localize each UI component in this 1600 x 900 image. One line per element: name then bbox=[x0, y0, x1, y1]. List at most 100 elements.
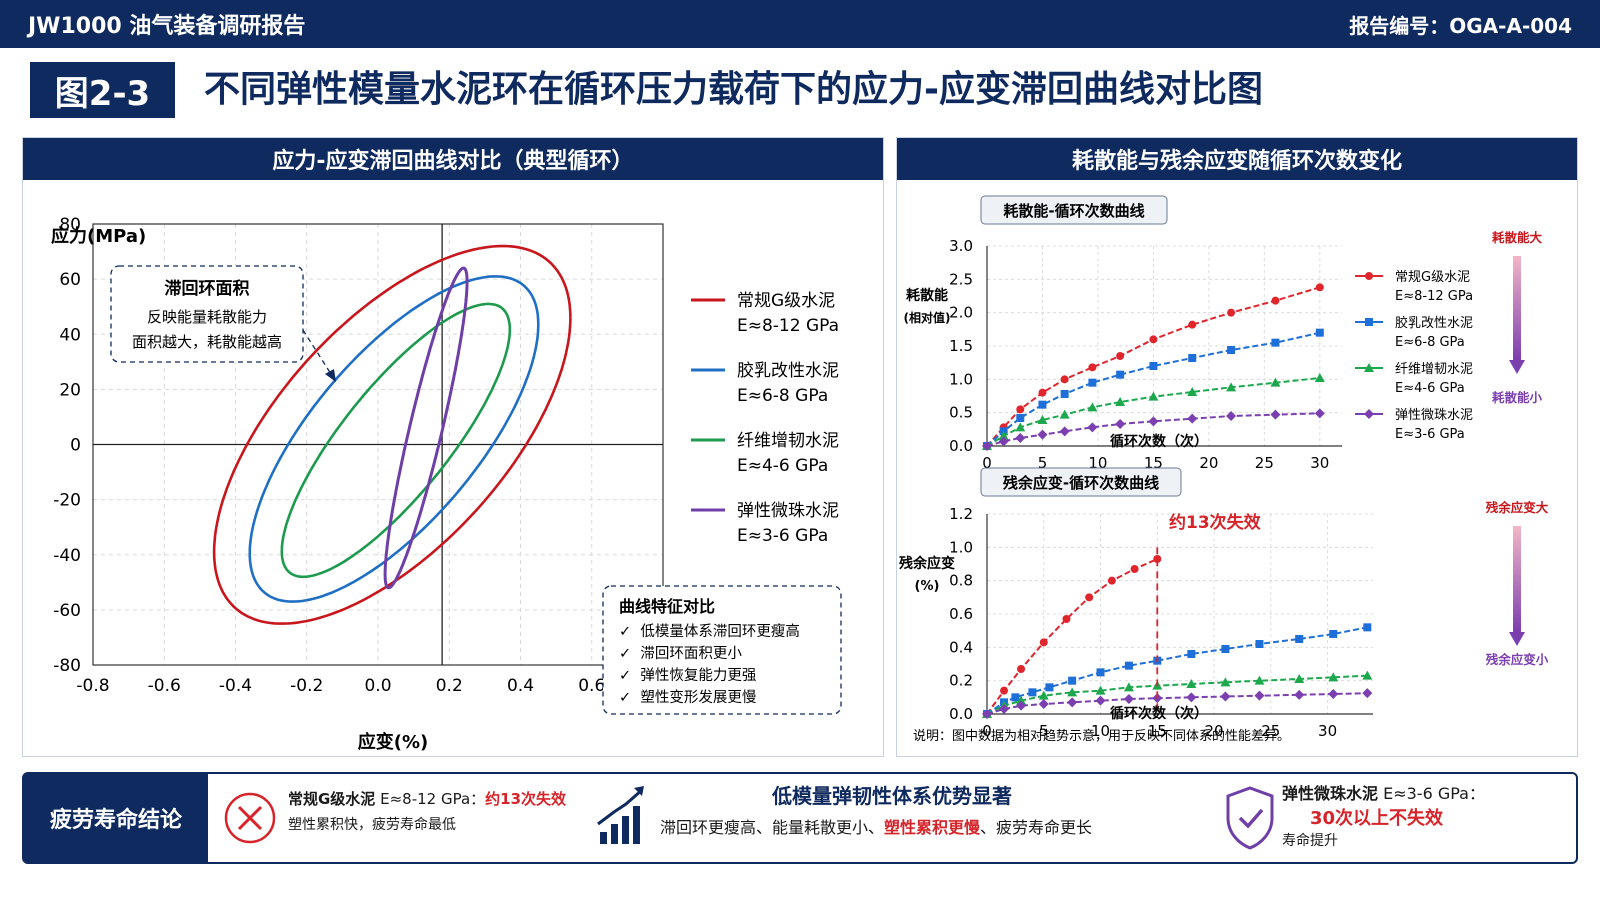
hysteresis-loop-series-4 bbox=[383, 266, 469, 590]
data-point bbox=[1017, 665, 1026, 673]
y-tick-label: 0.5 bbox=[949, 404, 973, 422]
data-point bbox=[1149, 362, 1158, 370]
c3-desc: 寿命提升 bbox=[1282, 833, 1338, 849]
y-tick-label: 0.6 bbox=[949, 605, 973, 623]
data-point bbox=[1315, 328, 1324, 337]
energy-series-line-1 bbox=[986, 286, 1321, 447]
data-point bbox=[1254, 675, 1265, 685]
data-point bbox=[1037, 415, 1048, 424]
x-tick-label: 25 bbox=[1261, 722, 1280, 740]
hysteresis-loop-series-1 bbox=[212, 244, 572, 625]
data-point bbox=[1088, 363, 1097, 372]
data-point bbox=[1362, 670, 1373, 680]
c2-title: 低模量弹韧性体系优势显著 bbox=[772, 784, 1012, 808]
data-point bbox=[1087, 402, 1098, 412]
x-tick-label: 20 bbox=[1205, 722, 1224, 740]
x-tick-label: -0.2 bbox=[290, 676, 323, 696]
data-point bbox=[1016, 405, 1025, 414]
data-point bbox=[1016, 700, 1027, 711]
data-point bbox=[1187, 387, 1198, 396]
conclusion-microbead: 弹性微珠水泥 E≈3-6 GPa： 30次以上不失效 寿命提升 bbox=[1214, 774, 1574, 862]
data-point bbox=[1000, 686, 1009, 695]
c2-desc-b: 塑性累积更慢 bbox=[884, 818, 981, 837]
x-tick-label: 0 bbox=[982, 454, 992, 472]
data-point bbox=[1067, 697, 1078, 708]
legend-modulus: E≈6-8 GPa bbox=[1395, 335, 1465, 350]
energy-subtitle-box bbox=[980, 195, 1168, 225]
data-point bbox=[1187, 413, 1198, 424]
data-point bbox=[998, 431, 1009, 440]
data-point bbox=[1226, 382, 1237, 392]
strain-arrowhead bbox=[1509, 632, 1525, 646]
energy-gradient-arrow bbox=[1513, 256, 1521, 360]
data-point bbox=[1186, 692, 1197, 703]
y-tick-label: 2.0 bbox=[949, 304, 973, 322]
data-point bbox=[1186, 679, 1197, 688]
data-point bbox=[1295, 635, 1304, 643]
energy-subtitle: 耗散能-循环次数曲线 bbox=[1003, 202, 1144, 220]
data-point bbox=[1364, 363, 1374, 372]
data-point bbox=[1088, 378, 1097, 387]
data-point bbox=[1095, 685, 1106, 695]
legend-name: 胶乳改性水泥 bbox=[1395, 315, 1473, 331]
annotation-line1: 反映能量耗散能力 bbox=[147, 308, 267, 326]
data-point bbox=[1294, 674, 1305, 683]
figure-title: 不同弹性模量水泥环在循环压力载荷下的应力-应变滞回曲线对比图 bbox=[204, 69, 1263, 110]
conclusion-label: 疲劳寿命结论 bbox=[24, 774, 208, 862]
y-tick-label: 0.4 bbox=[949, 638, 973, 656]
legend-modulus: E≈3-6 GPa bbox=[737, 526, 828, 546]
c2-desc-a: 滞回环更瘦高、能量耗散更小、 bbox=[660, 818, 885, 837]
x-tick-label: -0.4 bbox=[219, 676, 252, 696]
x-tick-label: 0.6 bbox=[578, 676, 605, 696]
y-tick-label: 2.5 bbox=[949, 270, 973, 288]
x-tick-label: 0.0 bbox=[364, 676, 391, 696]
strain-y-label: 残余应变 bbox=[899, 555, 955, 572]
y-tick-label: 0.0 bbox=[949, 437, 973, 455]
curve-features-box: 曲线特征对比 ✓ 低模量体系滞回环更瘦高 ✓ 滞回环面积更小 ✓ 弹性恢复能力更… bbox=[602, 585, 842, 715]
hysteresis-loop-series-3 bbox=[280, 302, 512, 579]
cycle-legend: 常规G级水泥 E≈8-12 GPa 胶乳改性水泥 E≈6-8 GPa 纤维增韧水泥 E≈4… bbox=[1355, 270, 1473, 442]
data-point bbox=[1188, 320, 1197, 329]
data-point bbox=[1188, 354, 1197, 362]
y-tick-label: 80 bbox=[59, 215, 81, 235]
x-tick-label: -0.8 bbox=[76, 676, 109, 696]
annotation-arrowhead bbox=[325, 369, 336, 382]
legend-modulus: E≈3-6 GPa bbox=[1395, 427, 1465, 442]
c3-modulus: E≈3-6 GPa： bbox=[1383, 784, 1485, 803]
data-point bbox=[1362, 688, 1373, 699]
c3-name: 弹性微珠水泥 bbox=[1282, 784, 1379, 803]
y-tick-label: 60 bbox=[59, 270, 81, 290]
c1-modulus: E≈8-12 GPa： bbox=[380, 790, 486, 808]
hysteresis-panel: 应力-应变滞回曲线对比（典型循环） -0.8 -0.6 -0.4 -0.2 0.0 0.2… bbox=[22, 137, 884, 757]
y-tick-label: 1.0 bbox=[949, 538, 973, 556]
hysteresis-x-label: 应变(%) bbox=[358, 731, 429, 753]
failure-label: 约13次失效 bbox=[1169, 512, 1261, 533]
data-point bbox=[982, 441, 992, 451]
cycle-panel: 耗散能与残余应变随循环次数变化 0.0 0.5 1.0 1.5 2.0 2.5 3.0 0 5 1… bbox=[896, 137, 1578, 757]
fatigue-conclusion: 疲劳寿命结论 常规G级水泥 E≈8-12 GPa：约13次失效 塑性累积快，疲劳… bbox=[22, 772, 1578, 864]
energy-high-label: 耗散能大 bbox=[1492, 230, 1543, 245]
x-tick-label: 0 bbox=[982, 722, 992, 740]
data-point bbox=[1363, 623, 1372, 632]
data-point bbox=[982, 709, 992, 719]
x-tick-label: 0.2 bbox=[436, 676, 463, 696]
hysteresis-panel-title: 应力-应变滞回曲线对比（典型循环） bbox=[23, 138, 883, 180]
hysteresis-legend: 常规G级水泥 E≈8-12 GPa 胶乳改性水泥 E≈6-8 GPa 纤维增韧水泥 E≈4… bbox=[691, 291, 839, 546]
data-point bbox=[1227, 308, 1236, 317]
data-point bbox=[1314, 408, 1325, 419]
data-point bbox=[1096, 668, 1105, 677]
feature-item: ✓ 塑性变形发展更慢 bbox=[619, 689, 757, 706]
legend-modulus: E≈6-8 GPa bbox=[737, 386, 828, 406]
data-point bbox=[1220, 691, 1231, 702]
x-tick-label: 20 bbox=[1199, 454, 1218, 472]
data-point bbox=[1116, 352, 1125, 360]
energy-x-label: 循环次数（次） bbox=[1110, 433, 1208, 450]
data-point bbox=[1315, 283, 1324, 292]
data-point bbox=[1095, 695, 1106, 706]
data-point bbox=[1015, 433, 1026, 443]
strain-series-line-1 bbox=[986, 558, 1158, 715]
data-point bbox=[1123, 682, 1134, 692]
shield-check-icon bbox=[1226, 786, 1274, 850]
data-point bbox=[1115, 419, 1126, 429]
data-point bbox=[1254, 690, 1265, 701]
